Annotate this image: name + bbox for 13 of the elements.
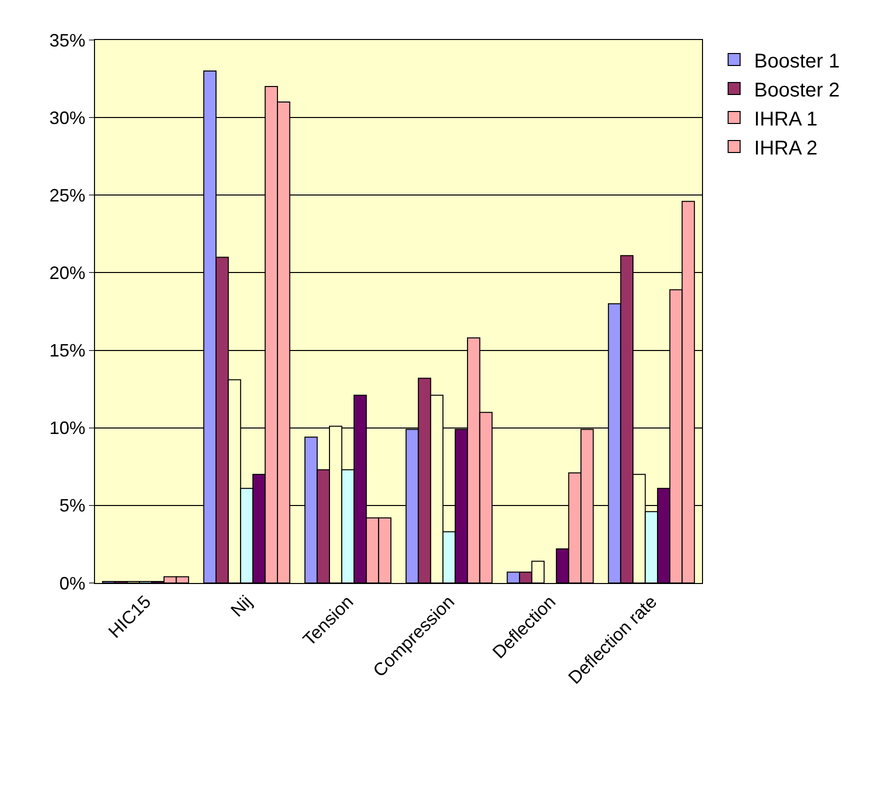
legend-label: IHRA 1 <box>754 108 818 130</box>
y-tick-label: 10% <box>49 418 86 438</box>
y-tick-label: 25% <box>49 185 86 206</box>
y-tick-label: 35% <box>49 30 86 50</box>
x-tick-label: Nij <box>226 592 256 621</box>
y-tick-label: 15% <box>49 340 86 361</box>
y-tick-label: 20% <box>49 263 86 284</box>
legend-label: IHRA 2 <box>754 137 818 160</box>
legend-label: Booster 1 <box>754 50 840 72</box>
y-tick-label: 5% <box>59 496 86 516</box>
y-tick-label: 0% <box>59 573 86 594</box>
y-tick-label: 30% <box>49 108 86 128</box>
legend-label: Booster 2 <box>754 79 840 102</box>
